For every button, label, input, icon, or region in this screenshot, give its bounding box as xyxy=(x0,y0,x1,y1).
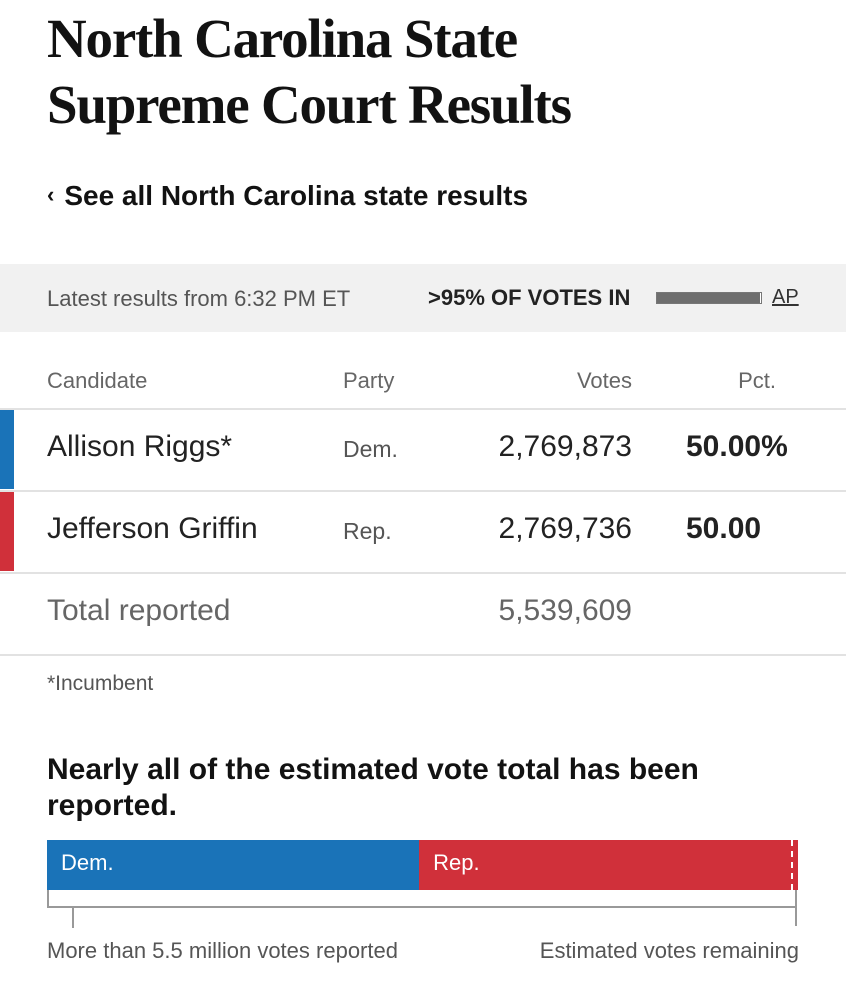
candidate-pct: 50.00 xyxy=(686,512,762,545)
vote-share-bar: Dem. Rep. xyxy=(47,840,798,890)
candidate-name: Jefferson Griffin xyxy=(47,512,258,545)
header-pct: Pct. xyxy=(738,368,776,393)
reporting-progress-bar xyxy=(656,292,762,304)
candidate-name: Allison Riggs* xyxy=(47,430,233,463)
scale-tick-reported xyxy=(72,906,74,928)
chevron-left-icon: ‹ xyxy=(47,182,55,207)
scale-bracket xyxy=(47,890,797,908)
dem-segment-label: Dem. xyxy=(61,850,114,875)
table-bottom-divider xyxy=(0,654,846,656)
reporting-progress-fill xyxy=(657,293,760,303)
ap-source-link[interactable]: AP xyxy=(772,286,799,308)
scale-tick-remaining xyxy=(795,890,797,926)
see-all-results-link[interactable]: ‹ See all North Carolina state results xyxy=(47,180,528,212)
rep-segment: Rep. xyxy=(419,840,792,890)
candidate-party: Rep. xyxy=(343,518,392,544)
party-color-swatch xyxy=(0,492,14,571)
see-all-results-label: See all North Carolina state results xyxy=(64,180,529,211)
candidate-votes: 2,769,873 xyxy=(498,430,632,463)
votes-remaining-label: Estimated votes remaining xyxy=(539,938,799,963)
page-title: North Carolina State Supreme Court Resul… xyxy=(47,6,827,138)
header-candidate: Candidate xyxy=(47,368,148,393)
header-votes: Votes xyxy=(576,368,632,393)
page-title-line2: Supreme Court Results xyxy=(47,74,572,135)
remaining-segment xyxy=(791,840,798,890)
latest-results-time: Latest results from 6:32 PM ET xyxy=(47,286,351,311)
rep-segment-label: Rep. xyxy=(433,850,480,875)
header-party: Party xyxy=(343,368,395,393)
total-votes: 5,539,609 xyxy=(498,594,632,627)
votes-in-label: >95% OF VOTES IN xyxy=(428,285,631,310)
votes-reported-label: More than 5.5 million votes reported xyxy=(47,938,398,963)
results-status-bar: Latest results from 6:32 PM ET >95% OF V… xyxy=(0,264,846,332)
row-divider xyxy=(0,408,846,410)
candidate-votes: 2,769,736 xyxy=(498,512,632,545)
table-row: Jefferson Griffin Rep. 2,769,736 50.00 xyxy=(0,490,846,571)
candidate-pct: 50.00% xyxy=(686,430,788,463)
row-divider xyxy=(0,572,846,574)
page-title-line1: North Carolina State xyxy=(47,8,518,69)
row-divider xyxy=(0,490,846,492)
candidate-party: Dem. xyxy=(343,436,398,462)
total-row: Total reported 5,539,609 xyxy=(0,572,846,653)
party-color-swatch xyxy=(0,410,14,489)
table-row: Allison Riggs* Dem. 2,769,873 50.00% xyxy=(0,408,846,489)
total-label: Total reported xyxy=(47,594,231,627)
summary-headline: Nearly all of the estimated vote total h… xyxy=(47,753,699,822)
incumbent-footnote: *Incumbent xyxy=(47,672,154,695)
dem-segment: Dem. xyxy=(47,840,420,890)
